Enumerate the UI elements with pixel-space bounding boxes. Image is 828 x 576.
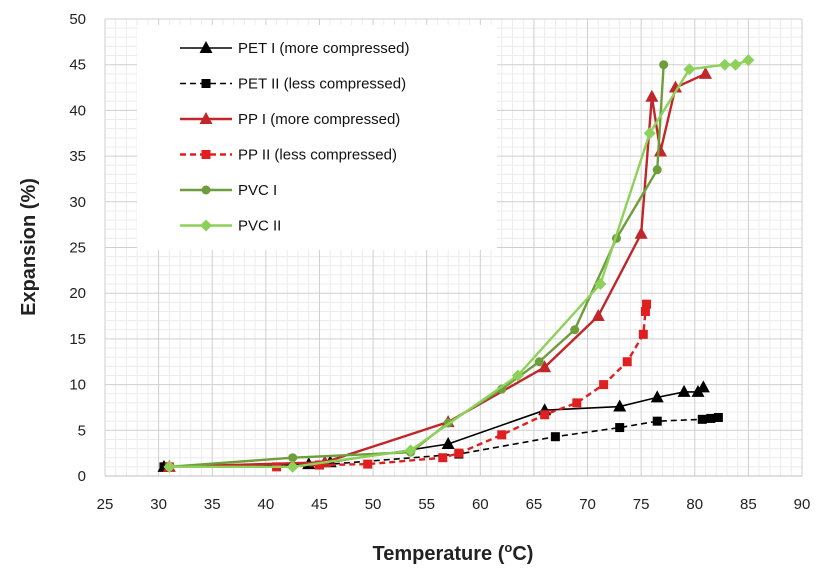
data-point — [438, 453, 448, 463]
x-tick-label: 35 — [204, 496, 221, 513]
legend-label: PP I (more compressed) — [238, 111, 400, 128]
x-tick-label: 40 — [258, 496, 275, 513]
data-point — [404, 444, 417, 457]
legend-marker — [199, 41, 213, 53]
legend-marker — [201, 79, 211, 88]
legend-marker — [199, 112, 213, 124]
x-tick-label: 30 — [150, 496, 167, 513]
y-tick-label: 0 — [78, 468, 86, 485]
x-tick-label: 45 — [311, 496, 328, 513]
legend-marker — [201, 185, 211, 195]
legend-entry-1: PET I (more compressed) — [180, 40, 409, 57]
y-tick-label: 20 — [69, 285, 86, 302]
data-point — [599, 380, 609, 390]
data-point — [652, 416, 662, 426]
data-point — [613, 399, 627, 412]
data-point — [659, 60, 669, 70]
data-point — [314, 460, 324, 470]
data-point — [288, 453, 298, 463]
y-tick-label: 45 — [69, 57, 86, 74]
y-tick-label: 25 — [69, 240, 86, 257]
data-point — [363, 459, 373, 469]
data-point — [650, 390, 664, 403]
data-point — [652, 165, 662, 175]
legend-label: PET II (less compressed) — [238, 76, 406, 93]
data-point — [591, 309, 605, 322]
x-tick-label: 85 — [740, 496, 757, 513]
data-point — [497, 430, 507, 440]
series-6 — [163, 54, 755, 473]
data-point — [698, 66, 712, 79]
y-tick-label: 30 — [69, 194, 86, 211]
legend-entry-2: PET II (less compressed) — [180, 76, 406, 93]
y-tick-label: 5 — [78, 422, 86, 439]
x-tick-label: 90 — [794, 496, 811, 513]
legend-marker — [201, 150, 211, 159]
x-tick-label: 25 — [97, 496, 114, 513]
x-tick-label: 65 — [526, 496, 543, 513]
data-point — [638, 329, 648, 339]
data-point — [441, 437, 455, 450]
data-point — [697, 414, 707, 424]
data-point — [742, 54, 755, 67]
data-point — [550, 432, 560, 442]
x-axis-title-superscript: o — [504, 540, 512, 555]
series-line — [169, 303, 648, 469]
y-tick-label: 15 — [69, 331, 86, 348]
y-tick-labels: 0 5 10 15 20 25 30 35 40 45 50 — [69, 11, 86, 485]
data-point — [534, 357, 544, 367]
data-point — [540, 410, 550, 420]
legend-entry-6: PVC II — [180, 218, 281, 235]
legend-label: PP II (less compressed) — [238, 147, 397, 164]
series-layer — [157, 54, 755, 473]
data-point — [622, 357, 632, 367]
data-point — [643, 127, 656, 140]
data-point — [696, 380, 710, 393]
data-point — [677, 384, 691, 397]
x-tick-label: 80 — [686, 496, 703, 513]
legend-label: PVC I — [238, 182, 277, 199]
data-point — [706, 413, 716, 423]
data-point — [594, 278, 607, 291]
data-point — [570, 325, 580, 335]
x-axis-title: Temperature (oC) — [373, 540, 534, 565]
data-point — [645, 89, 659, 102]
y-tick-label: 40 — [69, 102, 86, 119]
legend-entry-5: PVC I — [180, 182, 277, 199]
series-line — [169, 72, 706, 469]
x-tick-label: 55 — [418, 496, 435, 513]
legend-label: PET I (more compressed) — [238, 40, 409, 57]
data-point — [729, 58, 742, 71]
data-point — [642, 299, 652, 309]
x-tick-labels: 25 30 35 40 45 50 55 60 65 70 75 80 85 90 — [97, 496, 811, 513]
data-point — [538, 360, 552, 373]
legend: PET I (more compressed) PET II (less comp… — [180, 40, 409, 235]
legend-entry-3: PP I (more compressed) — [180, 111, 400, 128]
x-tick-label: 60 — [472, 496, 489, 513]
data-point — [640, 306, 650, 316]
data-point — [683, 63, 696, 76]
data-point — [615, 423, 625, 433]
data-point — [718, 58, 731, 71]
data-point — [286, 460, 299, 473]
y-tick-label: 10 — [69, 377, 86, 394]
x-tick-label: 75 — [633, 496, 650, 513]
legend-label: PVC II — [238, 218, 281, 235]
y-tick-label: 50 — [69, 11, 86, 28]
data-point — [634, 226, 648, 239]
data-point — [511, 369, 524, 382]
x-tick-label: 70 — [579, 496, 596, 513]
data-point — [713, 413, 723, 423]
data-point — [668, 80, 682, 93]
legend-box — [137, 25, 497, 250]
x-tick-label: 50 — [365, 496, 382, 513]
data-point — [572, 398, 582, 408]
y-axis-title: Expansion (%) — [18, 178, 40, 316]
y-tick-label: 35 — [69, 148, 86, 165]
data-point — [163, 460, 176, 473]
legend-entry-4: PP II (less compressed) — [180, 147, 397, 164]
legend-marker — [200, 219, 212, 232]
data-point — [454, 448, 464, 458]
